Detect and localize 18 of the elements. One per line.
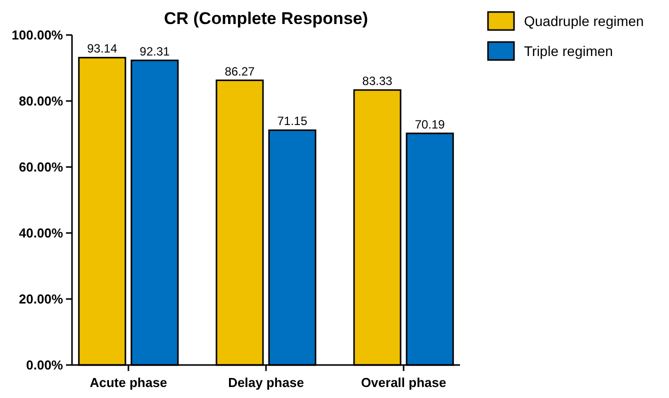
y-tick-label: 100.00% xyxy=(12,28,64,43)
data-label: 71.15 xyxy=(277,114,308,128)
data-label: 92.31 xyxy=(140,44,170,58)
y-tick-label: 40.00% xyxy=(18,226,64,241)
legend-label: Triple regimen xyxy=(524,42,613,59)
legend-label: Quadruple regimen xyxy=(524,12,644,29)
data-label: 83.33 xyxy=(362,74,393,88)
chart-title: CR (Complete Response) xyxy=(164,9,368,28)
y-tick-label: 60.00% xyxy=(18,160,64,175)
x-tick-label: Delay phase xyxy=(228,375,304,390)
data-label: 93.14 xyxy=(87,42,118,56)
data-label: 86.27 xyxy=(224,64,256,78)
y-tick-label: 20.00% xyxy=(18,292,64,307)
data-label: 70.19 xyxy=(414,117,446,132)
y-tick-label: 0.00% xyxy=(26,358,64,373)
x-tick-label: Overall phase xyxy=(360,375,446,390)
y-tick-label: 80.00% xyxy=(18,94,64,109)
x-tick-label: Acute phase xyxy=(90,375,168,390)
